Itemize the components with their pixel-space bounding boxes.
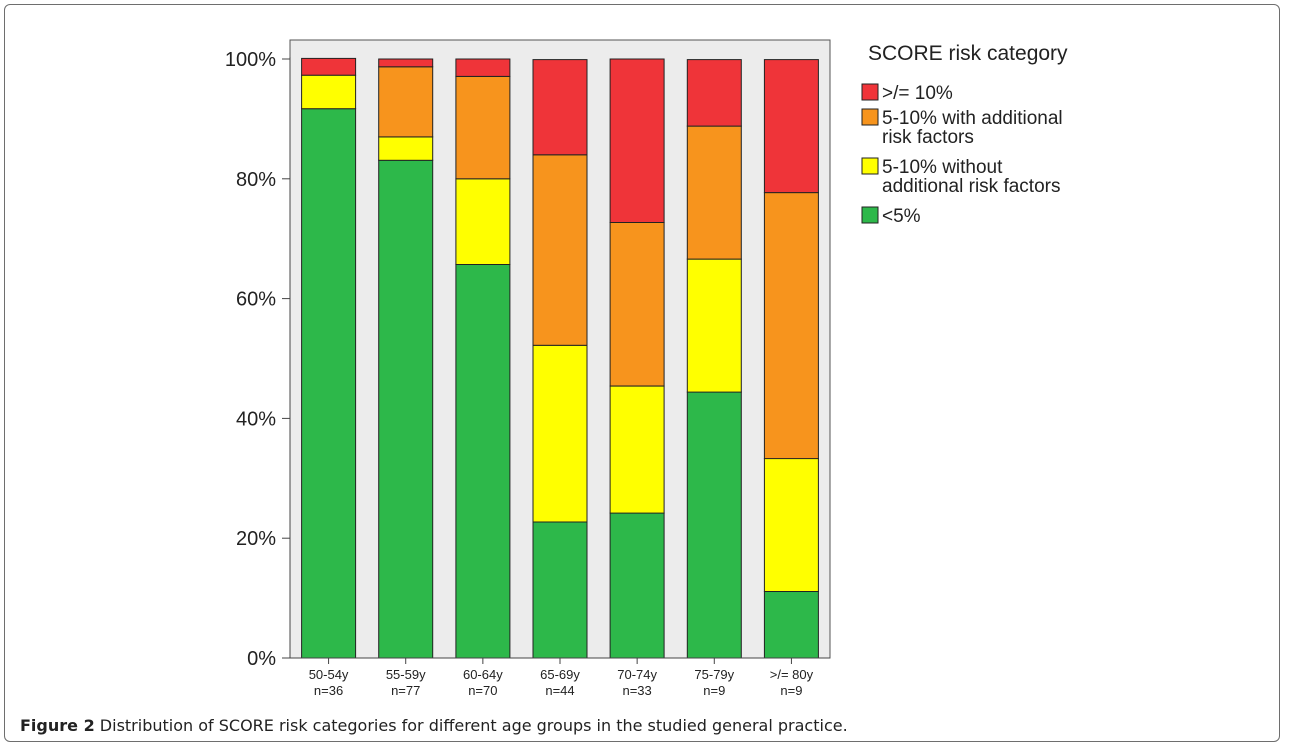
x-tick-label: 75-79y (694, 667, 734, 682)
bar-segment-2-3 (378, 66, 434, 138)
bar-segment-7-3 (763, 192, 819, 460)
figure-frame (4, 4, 1280, 742)
bar-segment-3-2 (455, 178, 511, 265)
legend-swatch (861, 157, 879, 175)
bar-segment-2-2 (378, 136, 434, 161)
bar-segment-1-4 (301, 57, 357, 76)
y-tick-label: 80% (236, 169, 276, 191)
y-tick-label: 100% (225, 49, 276, 71)
bar-segment-1-1 (301, 108, 357, 659)
bar-segment-6-4 (686, 59, 742, 127)
x-tick-label: >/= 80y (770, 667, 814, 682)
bar-segment-5-4 (609, 58, 665, 223)
bar-segment-4-4 (532, 59, 588, 156)
bar-segment-5-3 (609, 222, 665, 387)
bar-segment-3-3 (455, 75, 511, 180)
legend: SCORE risk category >/= 10% 5-10% with add… (861, 42, 1068, 227)
bar-segment-6-2 (686, 258, 742, 393)
caption-label: Figure 2 (20, 716, 95, 735)
y-tick-label: 40% (236, 408, 276, 430)
figure-caption: Figure 2 Distribution of SCORE risk cate… (20, 716, 848, 735)
y-tick-label: 20% (236, 528, 276, 550)
x-tick-label: 55-59y (386, 667, 426, 682)
x-tick-label: 50-54y (309, 667, 349, 682)
y-tick-label: 0% (247, 648, 276, 670)
y-tick-label: 60% (236, 289, 276, 311)
bar-segment-5-2 (609, 385, 665, 514)
legend-label: additional risk factors (882, 176, 1060, 197)
y-axis: 0% 20% 40% 60% 80% 100% (225, 49, 291, 670)
x-tick-count-label: n=77 (391, 683, 420, 698)
legend-swatch (861, 83, 879, 101)
bar-segment-2-4 (378, 58, 434, 68)
bar-segment-4-1 (532, 521, 588, 659)
bar-segment-7-1 (763, 591, 819, 659)
x-tick-count-label: n=33 (622, 683, 651, 698)
bar-segment-3-4 (455, 58, 511, 77)
bar-segment-7-2 (763, 458, 819, 592)
legend-title: SCORE risk category (868, 42, 1068, 65)
x-tick-count-label: n=44 (545, 683, 574, 698)
bars-group (301, 57, 819, 659)
bar-segment-6-3 (686, 125, 742, 260)
legend-swatch (861, 108, 879, 126)
bar-segment-4-3 (532, 154, 588, 346)
x-tick-label: 70-74y (617, 667, 657, 682)
bar-segment-2-1 (378, 159, 434, 659)
x-tick-count-label: n=9 (703, 683, 725, 698)
legend-label: 5-10% with additional (882, 108, 1063, 129)
caption-text: Distribution of SCORE risk categories fo… (99, 716, 848, 735)
x-tick-count-label: n=70 (468, 683, 497, 698)
bar-segment-5-1 (609, 512, 665, 659)
bar-segment-3-1 (455, 264, 511, 659)
legend-label: risk factors (882, 127, 974, 148)
legend-swatch (861, 206, 879, 224)
legend-label: 5-10% without (882, 157, 1003, 178)
x-tick-count-label: n=36 (314, 683, 343, 698)
x-tick-label: 60-64y (463, 667, 503, 682)
bar-segment-7-4 (763, 59, 819, 194)
x-tick-label: 65-69y (540, 667, 580, 682)
bar-segment-4-2 (532, 344, 588, 523)
legend-label: >/= 10% (882, 83, 953, 104)
bar-segment-1-2 (301, 74, 357, 110)
legend-label: <5% (882, 206, 921, 227)
x-tick-count-label: n=9 (780, 683, 802, 698)
bar-segment-6-1 (686, 391, 742, 659)
